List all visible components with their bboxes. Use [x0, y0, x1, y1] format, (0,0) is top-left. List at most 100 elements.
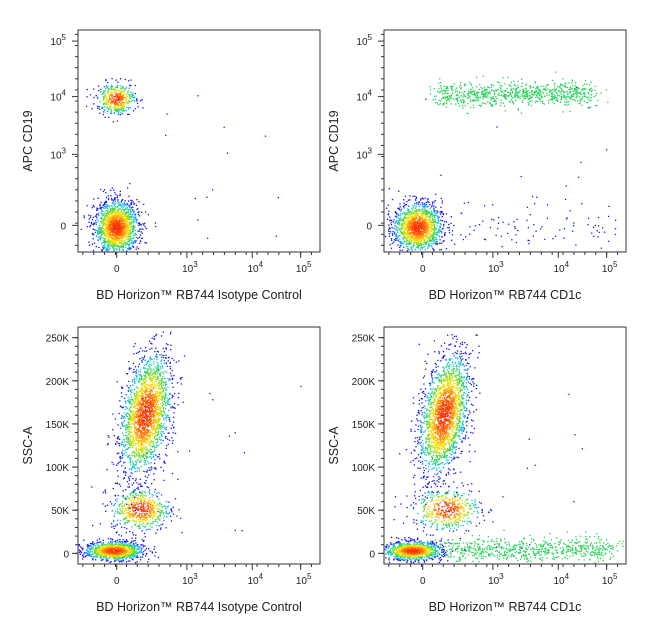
event-dot [110, 224, 112, 226]
event-dot [109, 106, 112, 108]
event-dot [134, 213, 137, 215]
event-dot [125, 207, 127, 209]
event-dot [141, 98, 143, 101]
event-dot [399, 234, 401, 237]
event-dot [117, 543, 120, 545]
event-dots [80, 78, 280, 252]
event-dot [450, 215, 453, 218]
event-dot [418, 210, 421, 212]
event-dot [560, 95, 563, 98]
event-dot [527, 226, 530, 229]
event-dot [88, 214, 90, 216]
event-dot [554, 94, 556, 96]
event-dot [485, 90, 487, 92]
event-dot [491, 84, 493, 87]
event-dot [126, 187, 129, 189]
event-dot [441, 212, 443, 214]
event-dot [116, 220, 118, 222]
event-dot [142, 545, 145, 548]
event-dot [110, 197, 113, 200]
event-dot [141, 538, 143, 541]
event-dot [127, 106, 130, 109]
event-dot [100, 91, 102, 93]
event-dot [395, 221, 397, 223]
event-dot [100, 227, 103, 229]
event-dot [96, 539, 99, 541]
event-dot [546, 204, 549, 206]
event-dot [425, 201, 428, 204]
event-dot [411, 238, 414, 241]
event-dot [537, 97, 540, 99]
event-dot [570, 94, 573, 96]
event-dot [428, 220, 431, 222]
event-dot [118, 204, 121, 206]
event-dot [536, 196, 538, 198]
event-dot [108, 224, 111, 227]
event-dot [118, 240, 120, 243]
event-dot [397, 213, 399, 215]
event-dot [128, 100, 130, 103]
event-dot [132, 201, 135, 203]
event-dot [116, 216, 119, 219]
event-dot [461, 107, 464, 109]
event-dot [102, 248, 105, 250]
event-dot [93, 96, 95, 99]
event-dot [590, 81, 592, 83]
event-dot [552, 88, 554, 91]
event-dot [513, 221, 515, 223]
event-dot [123, 103, 125, 106]
event-dot [102, 219, 105, 222]
event-dot [413, 231, 416, 234]
event-dot [407, 247, 409, 250]
event-dot [98, 89, 100, 92]
event-dot [109, 221, 111, 223]
event-dot [94, 220, 97, 222]
event-dot [101, 210, 103, 212]
event-dot [387, 204, 390, 206]
event-dot [398, 228, 401, 231]
event-dot [116, 205, 119, 208]
event-dot [498, 81, 500, 84]
event-dot [390, 237, 393, 240]
event-dot [573, 222, 575, 224]
event-dot [471, 91, 473, 94]
event-dot [436, 102, 439, 104]
event-dot [142, 222, 144, 225]
event-dot [435, 243, 437, 246]
event-dot [131, 213, 134, 216]
event-dot [427, 225, 430, 228]
event-dot [387, 228, 390, 231]
event-dot [595, 92, 598, 95]
event-dot [403, 225, 405, 227]
event-dot [562, 77, 564, 80]
event-dot [535, 89, 537, 92]
event-dot [511, 100, 514, 103]
event-dot [415, 203, 418, 205]
event-dot [122, 91, 125, 94]
event-dot [92, 541, 94, 543]
event-dot [112, 88, 115, 90]
event-dot [533, 202, 536, 205]
event-dot [133, 213, 135, 216]
event-dot [105, 247, 108, 250]
event-dot [105, 214, 107, 217]
event-dot [97, 85, 100, 87]
event-dot [434, 231, 437, 234]
event-dot [119, 216, 121, 219]
event-dot [105, 207, 107, 209]
event-dot [413, 220, 415, 222]
event-dot [429, 207, 431, 210]
event-dot [504, 94, 506, 97]
event-dot [429, 226, 431, 228]
event-dot [445, 213, 448, 215]
event-dot [486, 91, 489, 94]
event-dot [131, 237, 134, 240]
event-dot [101, 206, 104, 208]
tick-label: 104 [553, 260, 569, 275]
event-dot [122, 101, 124, 103]
event-dot [117, 81, 119, 83]
event-dot [504, 83, 506, 85]
event-dot [412, 195, 414, 198]
event-dot [588, 90, 591, 92]
